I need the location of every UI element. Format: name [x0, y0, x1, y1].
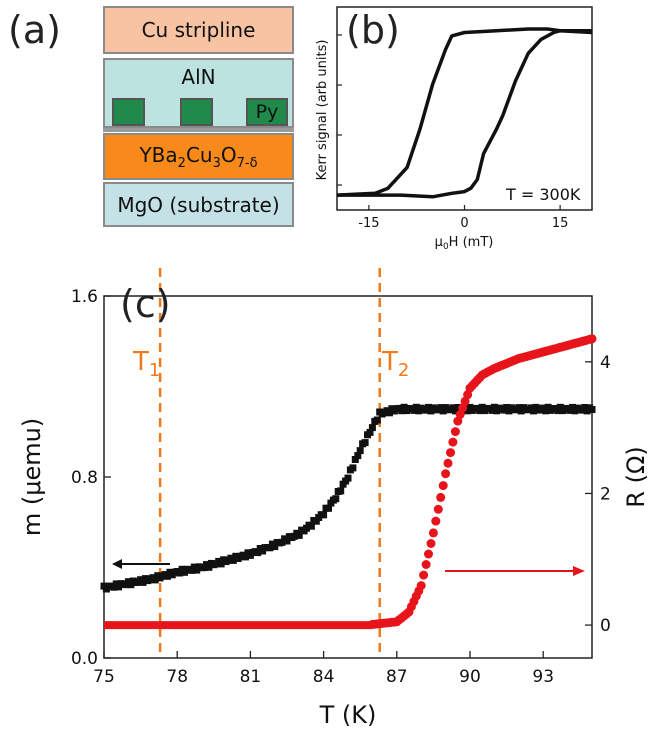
m-data-point — [361, 439, 369, 447]
m-data-point — [217, 560, 225, 568]
m-data-point — [373, 416, 381, 424]
m-data-point — [368, 424, 376, 432]
m-data-point — [176, 569, 184, 577]
m-data-point — [139, 578, 147, 586]
m-data-point — [254, 549, 262, 557]
m-data-point — [349, 464, 357, 472]
kerr-hysteresis-chart: -15 0 15 T = 300K Kerr signal (arb units) … — [315, 6, 593, 252]
mgo-label: MgO (substrate) — [117, 192, 280, 217]
py-element: Py — [246, 98, 288, 126]
m-data-point — [356, 447, 364, 455]
temperature-tick-label: 90 — [459, 667, 481, 687]
m-axis-arrowhead — [112, 559, 122, 569]
kerr-temperature-annotation: T = 300K — [505, 185, 581, 204]
m-data-point — [151, 576, 159, 584]
ybco-label: YBa2Cu3O7-δ — [139, 142, 258, 171]
cu-stripline-layer: Cu stripline — [103, 6, 294, 54]
temperature-tick-label: 87 — [386, 667, 408, 687]
kerr-x-tick-label: 15 — [552, 216, 569, 231]
kerr-x-tick-label: 0 — [460, 216, 468, 231]
kerr-x-tick-label: -15 — [358, 216, 379, 231]
r-data-point — [426, 539, 436, 548]
temperature-tick-label: 84 — [313, 667, 335, 687]
m-data-point — [386, 409, 393, 417]
m-data-point — [337, 487, 345, 495]
temperature-tick-label: 81 — [240, 667, 262, 687]
aln-label: AlN — [181, 65, 216, 89]
m-data-point — [127, 581, 135, 589]
m-data-point — [163, 572, 171, 580]
r-data-point — [421, 560, 431, 569]
temperature-tick-label: 75 — [93, 667, 115, 687]
kerr-x-axis-label: μ0H (mT) — [435, 235, 494, 252]
py-element — [180, 98, 213, 126]
transition-chart: 75 78 81 84 87 90 93 0.0 0.8 1.6 0 2 4 T1 T2 m (μemu… — [18, 268, 650, 729]
m-data-point — [325, 504, 332, 512]
r-data-point — [416, 581, 426, 591]
r-data-point — [450, 427, 460, 437]
panel-c-label: (c) — [120, 282, 171, 326]
m-data-point — [366, 428, 374, 436]
r-data-point — [443, 458, 453, 468]
interface-line — [103, 128, 294, 132]
r-data-point — [446, 448, 455, 458]
m-data-point — [320, 511, 328, 519]
m-data-point — [588, 406, 596, 413]
py-element — [112, 98, 145, 126]
temperature-axis-label: T (K) — [319, 701, 377, 729]
m-data-point — [271, 543, 279, 551]
r-data-point — [436, 492, 446, 502]
r-data-point — [424, 549, 433, 559]
kerr-branch-2 — [337, 28, 593, 199]
r-data-point — [587, 334, 597, 344]
m-data-point — [354, 452, 362, 460]
cu-stripline-label: Cu stripline — [141, 18, 256, 42]
temperature-tick-label: 93 — [532, 667, 554, 687]
r-axis-label: R (Ω) — [622, 446, 650, 507]
r-data-point — [431, 516, 441, 526]
m-data-point — [351, 456, 359, 463]
m-data-point — [412, 403, 420, 411]
m-data-point — [205, 563, 213, 571]
r-data-point — [441, 469, 451, 479]
m-data-point — [490, 403, 498, 411]
m-tick-label: 0.0 — [71, 649, 98, 669]
m-data-point — [307, 522, 315, 530]
m-data-point — [344, 474, 352, 482]
m-data-point — [229, 556, 237, 564]
panel-b-label: (b) — [346, 8, 400, 52]
r-axis-arrowhead — [573, 566, 585, 576]
r-tick-label: 0 — [600, 616, 611, 636]
r-data-point — [433, 504, 443, 514]
panel-a-label: (a) — [8, 8, 61, 52]
kerr-y-axis-label: Kerr signal (arb units) — [315, 40, 330, 181]
t2-label: T2 — [381, 347, 409, 381]
kerr-branch-1 — [336, 27, 592, 197]
r-data-point — [448, 437, 458, 447]
m-tick-label: 1.6 — [71, 287, 98, 307]
m-tick-label: 0.8 — [71, 468, 98, 488]
m-data-point — [283, 537, 291, 545]
m-data-point — [312, 517, 320, 525]
m-data-point — [332, 495, 340, 503]
r-data-point — [438, 481, 448, 491]
mgo-substrate-layer: MgO (substrate) — [103, 182, 294, 227]
m-axis-label: m (μemu) — [18, 418, 46, 536]
temperature-tick-label: 78 — [166, 667, 188, 687]
m-data-point — [295, 531, 303, 539]
r-data-point — [419, 570, 429, 580]
t1-label: T1 — [132, 347, 160, 381]
py-label: Py — [255, 101, 279, 123]
m-data-point — [266, 544, 274, 552]
r-data-point — [428, 528, 438, 538]
ybco-layer: YBa2Cu3O7-δ — [103, 133, 294, 180]
r-tick-label: 2 — [600, 484, 611, 504]
r-tick-label: 4 — [600, 353, 611, 373]
m-data-point — [242, 553, 249, 561]
